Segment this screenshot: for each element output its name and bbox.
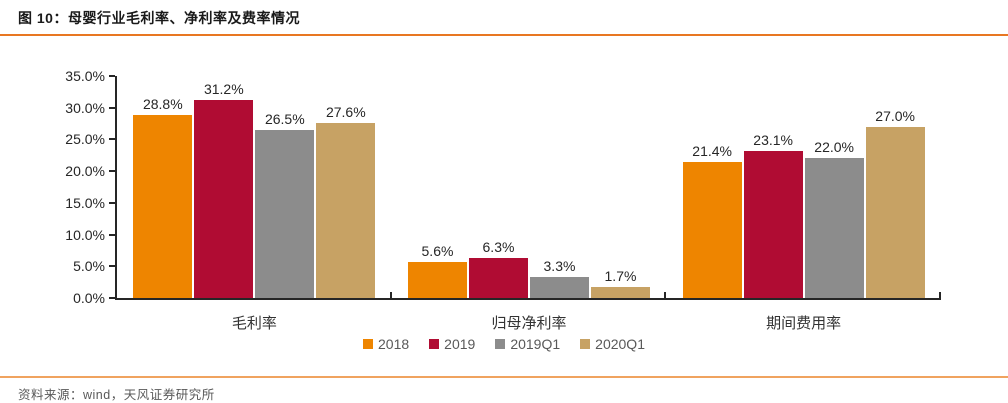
y-tick-label: 0.0%: [73, 290, 105, 306]
y-tick-label: 15.0%: [65, 194, 105, 211]
y-axis-tick: [109, 106, 115, 109]
bar-column: 26.5%: [255, 76, 315, 298]
legend-swatch: [495, 339, 506, 349]
bar: [255, 129, 315, 298]
bar: [590, 287, 650, 298]
bar-value-label: 22.0%: [814, 139, 854, 156]
bar-value-label: 3.3%: [543, 258, 576, 275]
category-label: 归母净利率: [491, 315, 567, 332]
bar: [407, 262, 467, 298]
x-axis-tick: [389, 292, 392, 298]
bar: [529, 277, 589, 298]
category-label: 毛利率: [231, 315, 277, 332]
y-tick-label: 5.0%: [73, 258, 105, 275]
bar-column: 6.3%: [468, 76, 528, 298]
bar: [194, 100, 254, 298]
bar: [133, 115, 193, 298]
category-label: 期间费用率: [766, 315, 842, 332]
y-axis-tick: [109, 297, 115, 299]
bar-column: 5.6%: [407, 76, 467, 298]
x-axis-tick: [664, 292, 667, 298]
y-tick-label: 30.0%: [65, 99, 105, 116]
title-accent-rule: [0, 34, 1008, 36]
bar-value-label: 5.6%: [421, 243, 454, 260]
bar-column: 31.2%: [194, 76, 254, 298]
bar-value-label: 31.2%: [203, 81, 244, 98]
legend-item: 2018: [363, 336, 409, 352]
y-tick-label: 10.0%: [65, 226, 105, 243]
bar-value-label: 23.1%: [753, 132, 793, 149]
legend-swatch: [363, 339, 374, 349]
y-tick-label: 25.0%: [65, 131, 105, 148]
figure-title: 图 10：母婴行业毛利率、净利率及费率情况: [18, 10, 300, 26]
bar-column: 22.0%: [804, 76, 864, 298]
y-axis-tick: [109, 201, 115, 204]
y-axis-tick: [109, 233, 115, 236]
y-tick-label: 20.0%: [65, 163, 105, 180]
legend-swatch: [580, 339, 591, 349]
legend-label: 2019: [444, 336, 476, 352]
legend-item: 2020Q1: [580, 336, 645, 352]
legend-label: 2019Q1: [510, 336, 561, 352]
bar-group: 5.6% 6.3% 3.3% 1.7% 归母净利率: [392, 76, 667, 332]
y-axis-tick: [109, 265, 115, 268]
plot-area: 28.8% 31.2% 26.5% 27.6% 毛利率 5.6% 6.3% 3.3% 1.7% 归…: [109, 75, 941, 332]
y-axis-labels: 0.0% 5.0% 10.0% 15.0% 20.0% 25.0% 30.0% 35.0%: [0, 68, 105, 306]
y-tick-label: 35.0%: [65, 68, 105, 84]
footer-accent-rule: [0, 376, 1008, 378]
bar-value-label: 27.6%: [325, 103, 366, 120]
bar: [743, 151, 803, 298]
source-note: 资料来源：wind，天风证券研究所: [18, 388, 215, 402]
bar: [682, 162, 742, 298]
bar-group: 28.8% 31.2% 26.5% 27.6% 毛利率: [117, 76, 392, 332]
bar-value-label: 6.3%: [482, 239, 515, 256]
bar-value-label: 21.4%: [692, 143, 732, 160]
bar-value-label: 28.8%: [142, 96, 183, 113]
bar: [804, 158, 864, 298]
legend-item: 2019Q1: [495, 336, 560, 352]
chart-legend: 2018 2019 2019Q1 2020Q1: [0, 336, 1008, 352]
bar-column: 27.0%: [865, 76, 925, 298]
bar-column: 23.1%: [743, 76, 803, 298]
bar-column: 21.4%: [682, 76, 742, 298]
bar-value-label: 27.0%: [875, 107, 915, 124]
x-axis-tick: [939, 292, 941, 298]
bar-value-label: 26.5%: [264, 110, 305, 127]
bar-value-label: 1.7%: [604, 268, 637, 285]
bar-column: 28.8%: [133, 76, 193, 298]
y-axis-tick: [109, 75, 115, 77]
bar: [865, 126, 925, 298]
legend-item: 2019: [429, 336, 475, 352]
y-axis-tick: [109, 138, 115, 141]
legend-swatch: [429, 339, 440, 349]
y-axis-tick: [109, 170, 115, 173]
legend-label: 2020Q1: [595, 336, 645, 352]
bar-group: 21.4% 23.1% 22.0% 27.0% 期间费用率: [666, 76, 941, 332]
bar-column: 27.6%: [316, 76, 376, 298]
bar-column: 3.3%: [529, 76, 589, 298]
legend-label: 2018: [378, 336, 410, 352]
bar: [316, 122, 376, 298]
bar: [468, 258, 528, 298]
bar-column: 1.7%: [590, 76, 650, 298]
